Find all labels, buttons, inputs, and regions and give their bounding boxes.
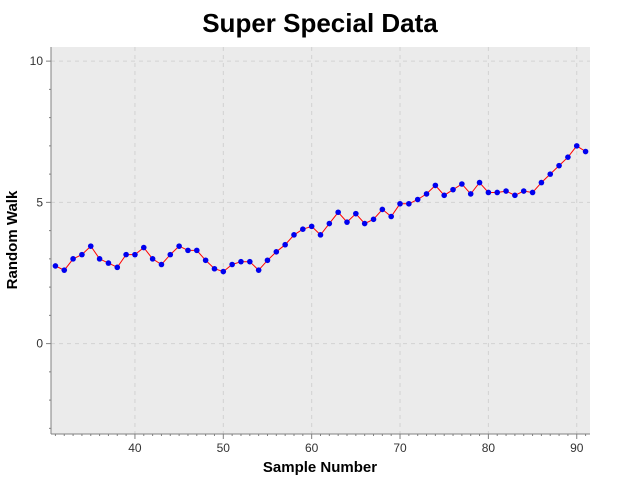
chart-title: Super Special Data xyxy=(202,8,438,38)
data-point xyxy=(79,251,85,258)
y-tick-label: 10 xyxy=(30,54,44,68)
data-point xyxy=(123,251,129,258)
plot-area xyxy=(51,47,590,434)
data-point xyxy=(467,191,474,197)
y-tick-label: 0 xyxy=(36,337,43,351)
data-point xyxy=(132,251,138,258)
data-point xyxy=(140,244,147,251)
data-point xyxy=(220,268,227,275)
x-tick-label: 60 xyxy=(305,441,319,455)
data-point xyxy=(61,267,68,273)
data-point xyxy=(441,192,448,199)
data-point xyxy=(476,179,483,186)
data-point xyxy=(503,188,509,194)
data-point xyxy=(273,248,280,255)
x-tick-label: 50 xyxy=(217,441,231,455)
data-point xyxy=(255,267,262,273)
data-series xyxy=(52,143,589,275)
grid-lines xyxy=(51,47,590,434)
data-point xyxy=(317,232,324,238)
data-point xyxy=(565,154,571,160)
data-point xyxy=(211,265,218,272)
x-tick-label: 70 xyxy=(393,441,407,455)
data-point xyxy=(282,241,288,248)
data-point xyxy=(547,171,554,177)
data-point xyxy=(149,256,156,262)
data-point xyxy=(582,148,589,155)
y-axis-label: Random Walk xyxy=(4,190,21,289)
data-point xyxy=(361,220,368,227)
x-tick-label: 80 xyxy=(482,441,496,455)
data-point xyxy=(300,226,306,233)
data-point xyxy=(105,260,112,266)
data-point xyxy=(406,200,412,207)
data-point xyxy=(158,261,165,268)
data-point xyxy=(450,186,456,193)
data-point xyxy=(52,263,59,269)
data-point xyxy=(344,219,350,225)
data-point xyxy=(238,258,244,265)
data-point xyxy=(87,243,94,249)
data-point xyxy=(229,261,235,268)
data-point xyxy=(494,189,501,196)
data-point xyxy=(193,247,200,254)
data-point xyxy=(96,256,103,262)
x-tick-label: 90 xyxy=(570,441,584,455)
data-point xyxy=(573,143,580,149)
data-point xyxy=(247,258,253,265)
data-point xyxy=(264,257,271,264)
data-point xyxy=(70,256,76,262)
data-point xyxy=(485,189,492,196)
y-tick-label: 5 xyxy=(36,195,43,209)
data-point xyxy=(556,162,562,169)
data-point xyxy=(538,179,545,186)
data-point xyxy=(379,206,386,213)
data-point xyxy=(423,191,430,197)
data-point xyxy=(370,216,377,223)
data-point xyxy=(291,232,297,238)
data-point xyxy=(202,257,209,264)
x-tick-label: 40 xyxy=(128,441,142,455)
data-point xyxy=(414,196,421,203)
data-point xyxy=(432,182,439,189)
data-point xyxy=(326,220,333,227)
data-point xyxy=(176,243,182,249)
data-point xyxy=(185,247,191,254)
data-point xyxy=(459,181,465,187)
data-point xyxy=(167,251,174,258)
data-point xyxy=(512,192,518,199)
data-point xyxy=(308,223,315,230)
x-axis-label: Sample Number xyxy=(263,459,377,476)
axes: 40 50 60 70 80 90 0 5 10 xyxy=(30,47,590,455)
data-point xyxy=(335,209,341,216)
data-point xyxy=(114,264,121,271)
data-point xyxy=(397,200,403,207)
data-point xyxy=(520,188,527,194)
data-point xyxy=(529,189,536,196)
data-point xyxy=(353,210,359,217)
data-point xyxy=(388,213,394,220)
